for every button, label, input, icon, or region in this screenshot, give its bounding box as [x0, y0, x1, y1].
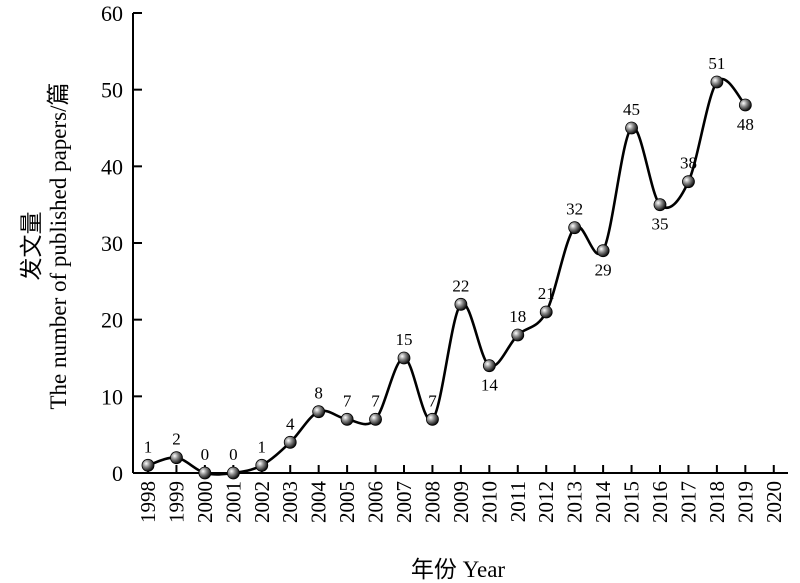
data-label: 0 [201, 445, 210, 464]
x-tick-label: 2015 [620, 481, 644, 523]
data-label: 14 [481, 376, 499, 395]
data-label: 29 [595, 261, 612, 280]
x-tick-label: 2010 [477, 481, 501, 523]
series-line [147, 77, 747, 476]
data-point [226, 466, 240, 480]
x-tick-label: 2013 [563, 481, 587, 523]
data-point [653, 198, 667, 212]
data-point [482, 359, 496, 373]
data-point [141, 458, 155, 472]
x-axis: 1998 1999 2000 2001 2002 2003 2004 2005 2006 2007… [133, 465, 788, 523]
data-point [539, 305, 553, 319]
x-tick-label: 2000 [193, 481, 217, 523]
data-point [283, 435, 297, 449]
y-axis-title-en: The number of published papers/篇 [46, 82, 71, 409]
y-tick-label: 20 [101, 308, 123, 333]
data-point [312, 405, 326, 419]
data-point [255, 458, 269, 472]
data-label: 7 [371, 391, 380, 410]
data-point [568, 221, 582, 235]
data-label: 0 [229, 445, 238, 464]
data-label: 1 [144, 437, 153, 456]
data-points [141, 75, 752, 480]
y-tick-label: 0 [112, 461, 123, 486]
data-label: 15 [396, 330, 413, 349]
data-label: 7 [343, 391, 352, 410]
x-tick-label: 2001 [221, 481, 245, 523]
data-label: 45 [623, 100, 640, 119]
data-label: 1 [258, 437, 267, 456]
x-tick-label: 2005 [335, 481, 359, 523]
data-point [738, 98, 752, 112]
data-point [710, 75, 724, 89]
x-tick-label: 2020 [762, 481, 786, 523]
y-tick-label: 40 [101, 154, 123, 179]
x-tick-label: 2004 [307, 481, 331, 524]
data-label: 22 [452, 276, 469, 295]
x-tick-label: 2014 [591, 481, 615, 524]
data-label: 51 [708, 54, 725, 73]
data-point [454, 297, 468, 311]
data-label: 32 [566, 200, 583, 219]
data-point [340, 412, 354, 426]
y-axis-title-cn: 发文量 [19, 212, 44, 281]
x-tick-label: 2002 [250, 481, 274, 523]
x-tick-label: 2016 [648, 481, 672, 523]
data-point [369, 412, 382, 426]
x-tick-label: 2006 [364, 481, 388, 523]
data-point [625, 121, 638, 135]
x-tick-label: 2011 [506, 481, 530, 522]
data-point [596, 244, 610, 258]
data-label: 2 [172, 430, 181, 449]
data-label: 18 [509, 307, 526, 326]
data-point [511, 328, 525, 342]
x-tick-label: 1999 [164, 481, 188, 523]
y-axis: 0 10 20 30 40 50 60 [101, 1, 142, 486]
data-label: 48 [737, 115, 754, 134]
y-tick-label: 60 [101, 1, 123, 26]
x-tick-label: 2018 [705, 481, 729, 523]
y-axis-title: 发文量 The number of published papers/篇 [19, 82, 71, 409]
data-point [682, 175, 695, 189]
x-tick-label: 2019 [733, 481, 757, 523]
x-axis-title: 年份 Year [411, 557, 505, 582]
data-label: 21 [538, 284, 555, 303]
x-tick-label: 2012 [534, 481, 558, 523]
data-label: 35 [652, 215, 669, 234]
x-tick-label: 2008 [420, 481, 444, 523]
x-tick-label: 2007 [392, 481, 416, 523]
x-tick-label: 1998 [136, 481, 160, 523]
x-tick-label: 2009 [449, 481, 473, 523]
data-point [198, 466, 212, 480]
y-tick-label: 30 [101, 231, 123, 256]
data-point [170, 451, 183, 465]
data-label: 8 [314, 384, 323, 403]
data-label: 38 [680, 154, 697, 173]
data-point [426, 412, 439, 426]
x-tick-label: 2003 [278, 481, 302, 523]
data-point [397, 351, 411, 365]
x-tick-label: 2017 [676, 481, 700, 523]
y-tick-label: 10 [101, 384, 123, 409]
data-label: 4 [286, 414, 295, 433]
data-label: 7 [428, 391, 437, 410]
y-tick-label: 50 [101, 78, 123, 103]
